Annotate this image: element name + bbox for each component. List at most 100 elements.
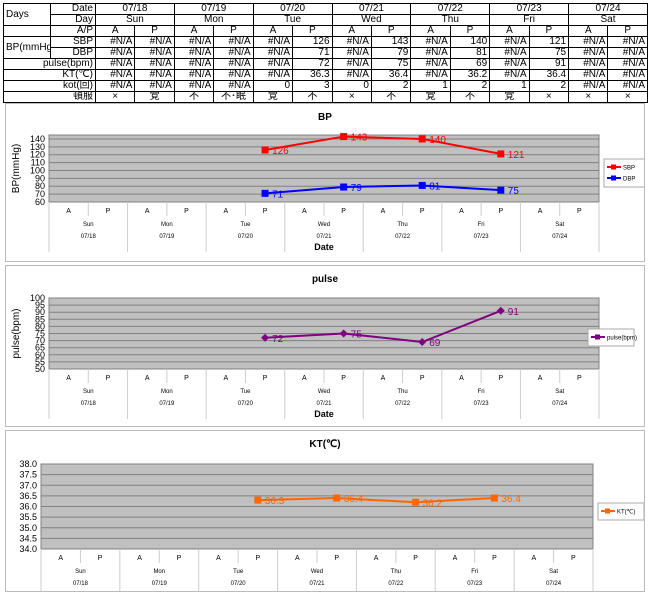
y-tick-label: 100 <box>30 293 45 303</box>
y-tick-label: 95 <box>35 300 45 310</box>
data-label: 69 <box>429 338 441 349</box>
value-cell: #N/A <box>252 69 294 81</box>
series-line-SBP <box>264 135 501 155</box>
value-cell: #N/A <box>213 69 254 81</box>
value-cell: #N/A <box>489 69 530 81</box>
table-row: kot(回) #N/A #N/A #N/A #N/A 0 3 0 2 1 2 1 2 #N/A #N/A <box>3 80 648 92</box>
x-day-label: Thu <box>397 389 407 395</box>
value-cell: 71 <box>292 47 333 59</box>
ap-header: P <box>528 25 570 37</box>
x-ap-label: P <box>341 375 346 382</box>
data-point <box>497 186 505 194</box>
table-row: pulse(bpm) #N/A #N/A #N/A #N/A #N/A 72 #N/A 75 #N… <box>3 58 648 70</box>
x-date-label: 07/22 <box>395 401 411 407</box>
x-day-label: Thu <box>397 222 407 228</box>
value-cell: 36.2 <box>449 69 491 81</box>
y-tick-label: 70 <box>35 189 45 199</box>
x-day-label: Mon <box>153 569 165 575</box>
value-cell: #N/A <box>134 58 175 70</box>
data-point <box>254 496 262 504</box>
y-tick-label: 120 <box>30 150 45 160</box>
y-tick-label: 65 <box>35 343 45 353</box>
y-axis-label: BP(mmHg) <box>11 144 22 193</box>
value-cell: 1 <box>410 80 451 92</box>
y-tick-label: 90 <box>35 307 45 317</box>
data-point <box>497 150 505 158</box>
y-tick-label: 80 <box>35 321 45 331</box>
legend-marker <box>611 175 616 181</box>
date-header: 07/24 <box>568 3 648 15</box>
value-cell: #N/A <box>607 80 648 92</box>
value-cell: 69 <box>449 58 491 70</box>
table-row: BP(mmHg)SBP#N/A#N/A#N/A#N/A#N/A126#N/A14… <box>3 36 648 59</box>
x-date-label: 07/19 <box>152 581 168 587</box>
x-ap-label: P <box>334 555 339 562</box>
y-tick-label: 36.5 <box>19 491 37 501</box>
value-cell: 126 <box>292 36 333 48</box>
legend-marker <box>595 334 600 340</box>
value-cell: #N/A <box>94 47 136 59</box>
y-tick-label: 100 <box>30 165 45 175</box>
bp-chart: BP 60 70 80 90 100 110 120 130 140 BP(mmHg) A P A P A P A… <box>5 103 650 262</box>
x-ap-label: P <box>498 208 503 215</box>
day-header: Tue <box>252 14 333 26</box>
value-cell: #N/A <box>607 69 648 81</box>
y-tick-label: 55 <box>35 357 45 367</box>
value-cell: 121 <box>528 36 570 48</box>
x-ap-label: P <box>263 208 268 215</box>
data-label: 143 <box>351 133 368 144</box>
value-cell: #N/A <box>173 36 215 48</box>
row-label: 頓服 <box>3 91 96 103</box>
value-cell: #N/A <box>173 47 215 59</box>
blank <box>3 25 51 37</box>
value-cell: #N/A <box>134 80 175 92</box>
value-cell: 36.4 <box>370 69 412 81</box>
ap-header: P <box>449 25 491 37</box>
day-header: Wed <box>331 14 412 26</box>
y-tick-label: 34.0 <box>19 544 37 554</box>
date-header: 07/18 <box>95 3 175 15</box>
data-point <box>339 329 348 338</box>
x-day-label: Wed <box>318 222 330 228</box>
value-cell: #N/A <box>134 36 175 48</box>
value-cell: #N/A <box>410 69 451 81</box>
day-header: Thu <box>410 14 491 26</box>
data-point <box>333 494 341 502</box>
x-day-label: Thu <box>391 569 401 575</box>
value-cell: #N/A <box>252 47 294 59</box>
y-tick-label: 38.0 <box>19 459 37 469</box>
value-cell: 75 <box>370 58 412 70</box>
value-cell: #N/A <box>173 80 215 92</box>
x-ap-label: A <box>302 375 307 382</box>
value-cell: #N/A <box>252 58 294 70</box>
x-date-label: 07/22 <box>388 581 404 587</box>
x-ap-label: A <box>216 555 221 562</box>
x-day-label: Fri <box>478 389 485 395</box>
x-date-label: 07/20 <box>238 234 254 240</box>
x-ap-label: P <box>492 555 497 562</box>
value-cell: #N/A <box>331 58 372 70</box>
x-date-label: 07/24 <box>552 401 568 407</box>
series-line-KT(℃) <box>257 496 495 504</box>
value-cell: 覚 <box>489 91 530 103</box>
value-cell: 不 <box>292 91 333 103</box>
x-day-label: Tue <box>240 222 251 228</box>
data-point <box>340 183 348 191</box>
x-date-label: 07/19 <box>159 401 175 407</box>
value-cell: #N/A <box>173 69 215 81</box>
legend-label: DBP <box>623 177 635 183</box>
data-label: 36.4 <box>344 494 364 505</box>
ap-header: A <box>489 25 530 37</box>
ap-header: P <box>134 25 175 37</box>
x-ap-label: P <box>577 208 582 215</box>
ap-header: A <box>252 25 294 37</box>
y-tick-label: 37.0 <box>19 480 37 490</box>
value-cell: #N/A <box>410 47 451 59</box>
data-label: 81 <box>429 181 441 192</box>
x-ap-label: A <box>137 555 142 562</box>
plot-area <box>48 134 600 203</box>
x-ap-label: P <box>177 555 182 562</box>
legend-label: SBP <box>623 166 635 172</box>
x-ap-label: P <box>420 375 425 382</box>
value-cell: × <box>94 91 136 103</box>
